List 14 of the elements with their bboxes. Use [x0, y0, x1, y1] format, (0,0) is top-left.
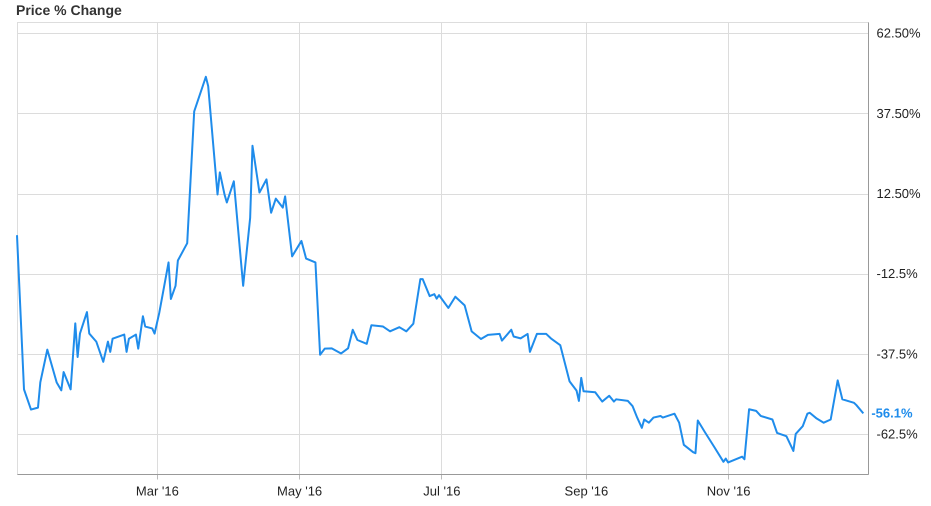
- x-tick-label: Sep '16: [564, 484, 608, 498]
- y-tick-label: 37.50%: [876, 106, 922, 121]
- data-label: -56.1%: [871, 405, 913, 420]
- x-tick-label: Jul '16: [423, 484, 460, 498]
- y-tick-label: 62.50%: [876, 26, 922, 41]
- x-tick-label: Nov '16: [706, 484, 750, 498]
- x-tick-label: Mar '16: [136, 484, 179, 498]
- y-tick-label: -62.5%: [876, 426, 918, 442]
- y-tick-label: 12.50%: [876, 186, 922, 202]
- y-tick-label: -12.5%: [876, 266, 918, 282]
- line-series: [16, 76, 864, 464]
- chart-title: Price % Change: [16, 2, 122, 18]
- x-tick-label: May '16: [277, 484, 322, 498]
- y-tick-label: -37.5%: [876, 346, 918, 362]
